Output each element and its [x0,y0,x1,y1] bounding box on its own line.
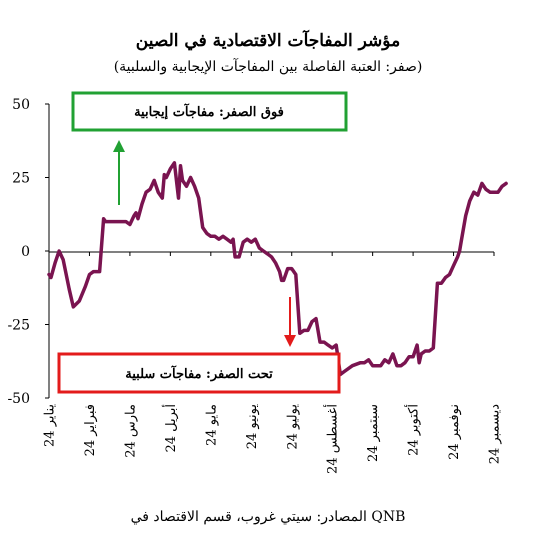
x-tick-label: أكتوبر 24 [405,404,422,456]
y-tick-label: 0 [21,244,30,260]
chart-title: مؤشر المفاجآت الاقتصادية في الصين [136,29,400,51]
x-tick-label: سبتمبر 24 [366,404,381,462]
up-arrow [113,140,125,205]
x-tick-label: ديسمبر 24 [488,404,503,465]
x-axis: يناير 24 فبراير 24 مارس 24 أبريل 24 مايو 24 ي… [43,251,503,474]
y-tick-label: 50 [12,97,30,113]
down-arrow [284,297,296,347]
y-tick-label: 25 [12,171,30,187]
y-tick-label: -25 [7,318,30,334]
chart-source: المصادر: سيتي غروب، قسم الاقتصاد في QNB [131,509,406,525]
x-tick-label: فبراير 24 [83,404,98,456]
x-tick-label: نوفمبر 24 [447,404,462,460]
series-layer [47,161,508,377]
below-zero-label: تحت الصفر: مفاجآت سلبية [125,365,273,382]
chart-subtitle: (صفر: العتبة الفاصلة بين المفاجآت الإيجا… [114,57,423,75]
below-zero-box [57,352,341,394]
x-tick-label: مايو 24 [204,404,219,446]
series-line [47,161,508,377]
x-tick-label: مارس 24 [123,404,138,458]
y-axis: 50 25 0 -25 -50 [7,97,50,407]
above-zero-box [71,91,348,132]
x-tick-label: أبريل 24 [162,404,179,453]
above-zero-label: فوق الصفر: مفاجآت إيجابية [134,103,284,120]
x-tick-label: يناير 24 [43,404,58,447]
x-tick-label: يوليو 24 [285,404,300,450]
x-tick-label: أغسطس 24 [324,404,341,474]
x-tick-label: يونيو 24 [245,404,260,450]
y-tick-label: -50 [7,391,30,407]
